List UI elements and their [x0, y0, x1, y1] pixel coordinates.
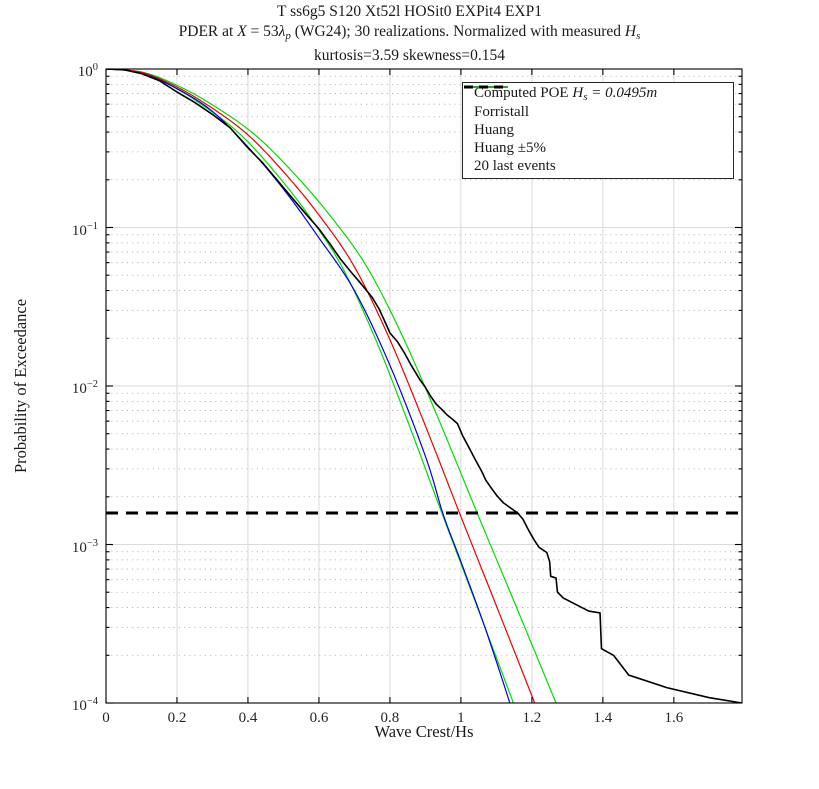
x-tick-label: 1	[457, 710, 465, 726]
legend-item: Forristall	[463, 86, 733, 121]
series-forristall	[106, 69, 511, 703]
x-tick-label: 1.4	[593, 710, 613, 726]
x-axis-label: Wave Crest/Hs	[374, 722, 474, 741]
x-tick-label: 0.6	[309, 710, 329, 726]
legend-label: Forristall	[474, 103, 529, 120]
legend-item: Huang	[463, 86, 733, 139]
chart-title-block: T ss6g5 S120 Xt52l HOSit0 EXPit4 EXP1 PD…	[0, 2, 819, 66]
legend-item: Computed POE Hs = 0.0495m	[463, 85, 733, 103]
legend-item: Huang ±5%	[463, 86, 733, 158]
tick-marks	[105, 68, 742, 704]
x-tick-label: 1.2	[522, 710, 542, 726]
legend-label: Huang	[474, 121, 514, 138]
chart-title-line2: PDER at X = 53λp (WG24); 30 realizations…	[178, 22, 641, 42]
chart-title-line1: T ss6g5 S120 Xt52l HOSit0 EXPit4 EXP1	[277, 3, 542, 20]
y-tick-label: 10−1	[71, 220, 98, 239]
x-tick-label: 0.4	[238, 710, 258, 726]
legend-box: Computed POE Hs = 0.0495m Forristall Huang…	[462, 82, 734, 179]
legend-label: Computed POE Hs = 0.0495m	[474, 85, 658, 104]
series-computed-poe	[106, 69, 742, 703]
series-group	[106, 69, 742, 703]
y-tick-label: 100	[77, 62, 98, 80]
legend-item: 20 last events	[463, 85, 733, 176]
y-tick-label: 10−4	[71, 696, 98, 714]
legend-label: 20 last events	[474, 158, 556, 175]
x-tick-label: 1.6	[664, 710, 684, 726]
series-huang-plus5	[106, 69, 557, 703]
y-tick-label: 10−2	[71, 379, 98, 397]
series-huang	[106, 69, 536, 703]
legend-label: Huang ±5%	[474, 140, 546, 157]
y-axis-label: Probability of Exceedance	[11, 298, 30, 474]
grid	[106, 68, 742, 704]
x-tick-label: 0	[102, 710, 110, 726]
chart-title-line3: kurtosis=3.59 skewness=0.154	[314, 47, 505, 64]
x-tick-label: 0.2	[167, 710, 187, 726]
x-tick-label: 0.8	[380, 710, 400, 726]
legend-line-sample	[464, 85, 508, 89]
y-tick-label: 10−3	[71, 537, 98, 556]
